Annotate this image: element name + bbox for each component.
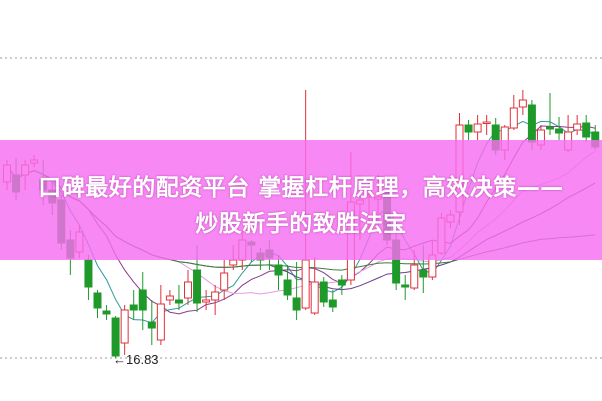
candle-body [93,292,102,309]
candle-body [193,269,202,304]
candle-body [546,126,554,130]
candle-body [120,309,129,344]
candle-body [328,299,337,308]
candle-body [473,123,482,133]
candle-body [509,107,518,129]
candle-body [274,264,283,276]
candle-body [129,304,138,311]
candle-body [464,124,473,133]
candle-body [410,264,419,289]
candle-body [527,104,536,143]
candle-body [229,259,238,266]
candle-body [582,122,591,138]
banner-title-line-2: 炒股新手的致胜法宝 [195,211,407,237]
candle-body [482,121,491,124]
candle-body [84,259,93,288]
candle-body [138,289,147,311]
candle-body [301,259,310,309]
candle-body [419,269,428,278]
candle-body [184,281,192,299]
candle-body [202,299,211,303]
candle-body [319,281,328,303]
candle-body [573,123,582,131]
title-banner: 口碑最好的配资平台 掌握杠杆原理，高效决策—— 炒股新手的致胜法宝 [0,140,602,260]
candle-body [292,297,301,311]
candle-body [147,321,156,329]
candle-body [156,303,165,341]
candle-body [102,310,111,315]
candle-body [174,299,183,304]
candle-body [111,317,120,357]
candle-body [555,128,564,134]
candle-body [165,295,174,301]
candle-body [401,284,410,288]
candle-body [337,279,346,286]
candle-body [220,272,229,291]
candle-body [518,99,527,108]
banner-title-line-1: 口碑最好的配资平台 掌握杠杆原理，高效决策—— [38,175,564,201]
candle-body [211,291,220,301]
candle-body [310,281,319,314]
low-price-annotation: ←16.83 [113,352,159,367]
candle-body [283,279,292,296]
